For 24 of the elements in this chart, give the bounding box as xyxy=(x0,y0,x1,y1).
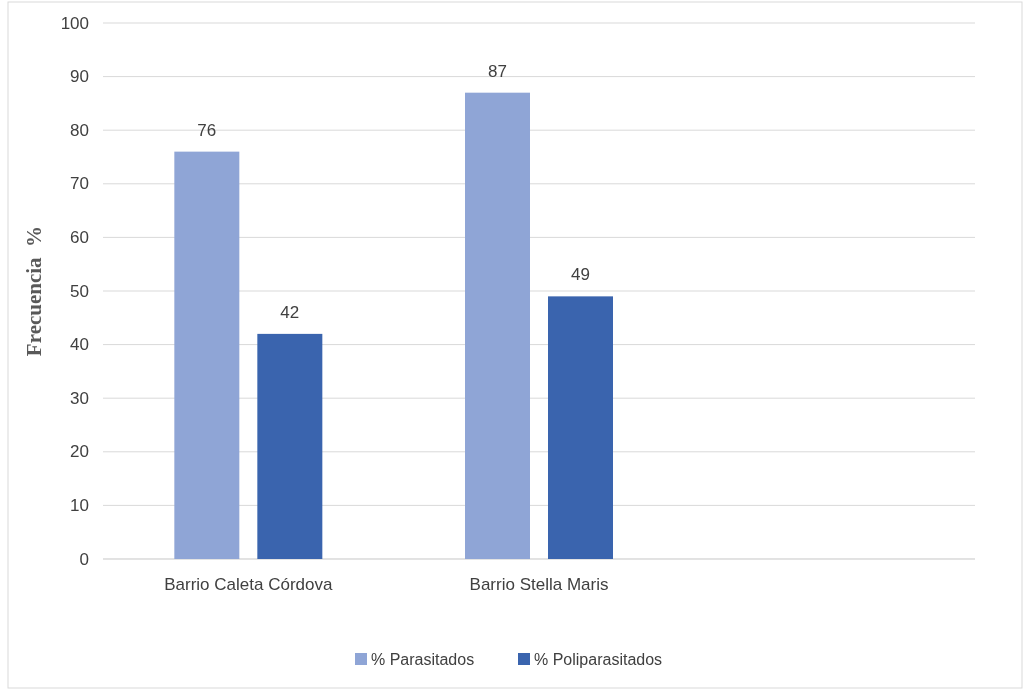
bar xyxy=(548,296,613,559)
x-tick-label: Barrio Stella Maris xyxy=(469,575,609,594)
data-label: 42 xyxy=(280,302,300,322)
data-label: 76 xyxy=(197,120,217,140)
y-tick-label: 50 xyxy=(70,281,89,301)
y-tick-label: 10 xyxy=(70,495,89,515)
legend-label: % Parasitados xyxy=(371,650,475,668)
x-tick-label: Barrio Caleta Córdova xyxy=(164,575,333,594)
bar xyxy=(257,333,323,559)
legend-label: % Poliparasitados xyxy=(534,650,663,668)
y-tick-label: 70 xyxy=(70,174,89,194)
y-tick-label: 20 xyxy=(70,442,89,462)
y-tick-label: 90 xyxy=(70,67,89,87)
y-tick-label: 100 xyxy=(60,13,89,33)
y-tick-label: 30 xyxy=(70,388,89,408)
y-tick-label: 40 xyxy=(70,335,89,355)
bar xyxy=(174,151,240,559)
data-label: 49 xyxy=(571,265,590,285)
y-axis-title: Frecuencia % xyxy=(22,225,46,357)
y-tick-label: 60 xyxy=(70,227,89,247)
y-tick-label: 80 xyxy=(70,120,89,140)
y-tick-label: 0 xyxy=(79,549,89,569)
bar xyxy=(465,92,530,559)
data-label: 87 xyxy=(488,61,507,81)
